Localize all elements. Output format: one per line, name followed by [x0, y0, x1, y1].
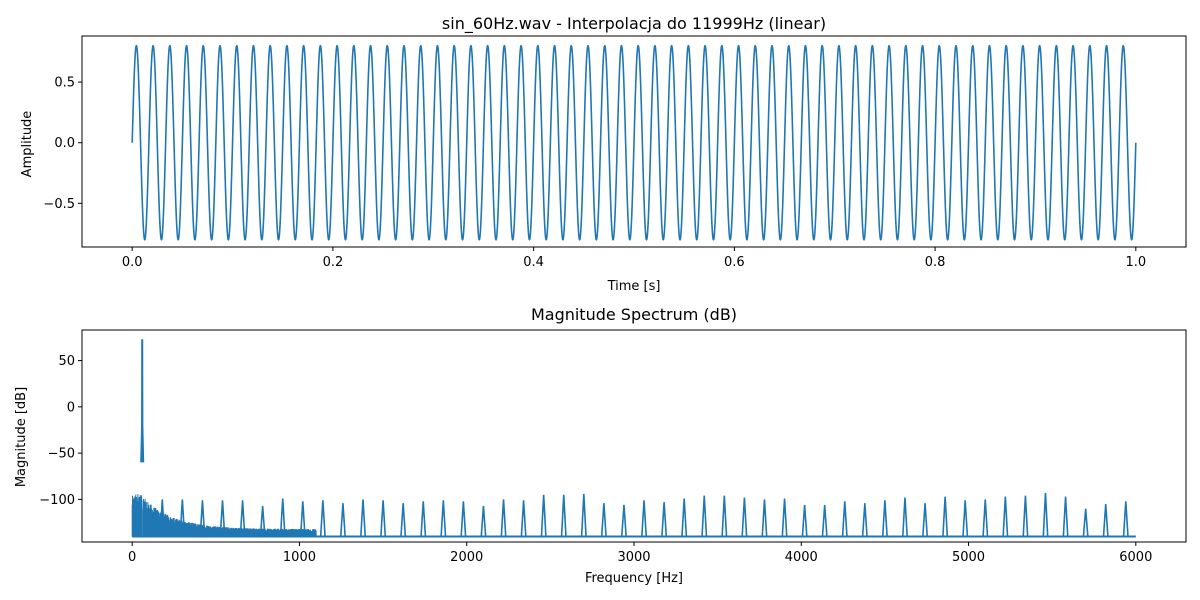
- spectrum-xtick-label: 1000: [283, 550, 316, 565]
- spectrum-ticks: 0 1000 2000 3000 4000 5000 6000 −100 −50 0 50: [39, 354, 1152, 565]
- spectrum-spike: [1082, 508, 1089, 537]
- spectrum-spike: [942, 496, 949, 537]
- spectrum-spike: [259, 505, 266, 537]
- spectrum-spike: [299, 501, 306, 537]
- waveform-title: sin_60Hz.wav - Interpolacja do 11999Hz (…: [442, 14, 826, 34]
- spectrum-spike: [620, 504, 627, 537]
- spectrum-spike: [520, 500, 527, 537]
- spectrum-spike: [681, 498, 688, 537]
- spectrum-spike: [360, 499, 367, 537]
- waveform-ticks: 0.0 0.2 0.4 0.6 0.8 1.0 −0.5 0.0 0.5: [43, 76, 1146, 270]
- spectrum-spike: [319, 500, 326, 537]
- spectrum-spike: [480, 505, 487, 537]
- waveform-axes-frame: [81, 35, 1187, 248]
- spectrum-spike: [1062, 496, 1069, 537]
- spectrum-xlabel: Frequency [Hz]: [585, 571, 683, 586]
- spectrum-spike: [400, 503, 407, 537]
- waveform-ytick-label: 0.0: [54, 136, 75, 151]
- spectrum-ytick-label: 0: [67, 400, 75, 415]
- spectrum-xtick-label: 0: [128, 550, 136, 565]
- spectrum-xtick-label: 3000: [617, 550, 650, 565]
- waveform-xlabel: Time [s]: [607, 279, 661, 294]
- spectrum-ylabel: Magnitude [dB]: [14, 387, 29, 487]
- waveform-ytick-label: −0.5: [43, 197, 75, 212]
- spectrum-axes-frame: [81, 329, 1187, 543]
- waveform-line: [131, 44, 1137, 241]
- spectrum-spike: [1042, 492, 1049, 537]
- spectrum-spike: [380, 500, 387, 537]
- spectrum-spike: [641, 500, 648, 537]
- spectrum-spike: [741, 497, 748, 537]
- spectrum-ytick-label: −50: [48, 447, 75, 462]
- spectrum-spike: [279, 498, 286, 537]
- spectrum-spike: [560, 494, 567, 537]
- spectrum-spike: [661, 502, 668, 537]
- spectrum-spike: [721, 495, 728, 537]
- spectrum-plot-area: [131, 339, 1136, 538]
- spectrum-spike: [440, 500, 447, 537]
- spectrum-spike: [179, 499, 186, 537]
- spectrum-spike: [821, 504, 828, 537]
- spectrum-spike: [761, 499, 768, 537]
- spectrum-spike: [420, 501, 427, 537]
- spectrum-spike: [781, 498, 788, 537]
- spectrum-title: Magnitude Spectrum (dB): [531, 305, 737, 324]
- waveform-xtick-label: 0.8: [925, 255, 946, 270]
- spectrum-noise-band: [131, 494, 317, 537]
- spectrum-spike: [962, 500, 969, 537]
- spectrum-ytick-label: −100: [39, 493, 75, 508]
- spectrum-spike: [540, 494, 547, 537]
- waveform-xtick-label: 0.2: [323, 255, 344, 270]
- spectrum-spike: [219, 500, 226, 537]
- waveform-ylabel: Amplitude: [20, 111, 35, 178]
- spectrum-spike: [841, 501, 848, 537]
- waveform-ytick-label: 0.5: [54, 76, 75, 91]
- waveform-xtick-label: 0.4: [523, 255, 544, 270]
- spectrum-subplot: Magnitude Spectrum (dB) 0 1000 2000 3000 400…: [14, 305, 1187, 586]
- spectrum-xtick-label: 5000: [952, 550, 985, 565]
- waveform-xtick-label: 0.0: [122, 255, 143, 270]
- spectrum-spike: [881, 500, 888, 537]
- spectrum-spike: [901, 497, 908, 537]
- spectrum-spike: [1002, 496, 1009, 537]
- spectrum-main-peak: [140, 339, 145, 463]
- waveform-plot-area: [131, 44, 1137, 241]
- spectrum-xtick-label: 6000: [1119, 550, 1152, 565]
- spectrum-spike: [1022, 495, 1029, 537]
- spectrum-spike: [580, 493, 587, 537]
- spectrum-spike: [500, 499, 507, 537]
- spectrum-spike: [239, 500, 246, 537]
- spectrum-spike: [159, 499, 166, 537]
- spectrum-ytick-label: 50: [58, 354, 75, 369]
- spectrum-spike: [460, 501, 467, 537]
- spectrum-spike: [801, 504, 808, 537]
- spectrum-spike: [1102, 503, 1109, 537]
- spectrum-spike: [199, 500, 206, 537]
- spectrum-spike: [339, 503, 346, 537]
- spectrum-spike: [600, 503, 607, 537]
- spectrum-spike: [1122, 501, 1129, 537]
- waveform-xtick-label: 0.6: [724, 255, 745, 270]
- spectrum-spike: [861, 503, 868, 537]
- spectrum-xtick-label: 2000: [450, 550, 483, 565]
- spectrum-spike: [922, 503, 929, 537]
- spectrum-spike: [982, 499, 989, 537]
- waveform-xtick-label: 1.0: [1125, 255, 1146, 270]
- spectrum-xtick-label: 4000: [785, 550, 818, 565]
- waveform-subplot: sin_60Hz.wav - Interpolacja do 11999Hz (…: [20, 14, 1187, 294]
- spectrum-spike: [701, 495, 708, 537]
